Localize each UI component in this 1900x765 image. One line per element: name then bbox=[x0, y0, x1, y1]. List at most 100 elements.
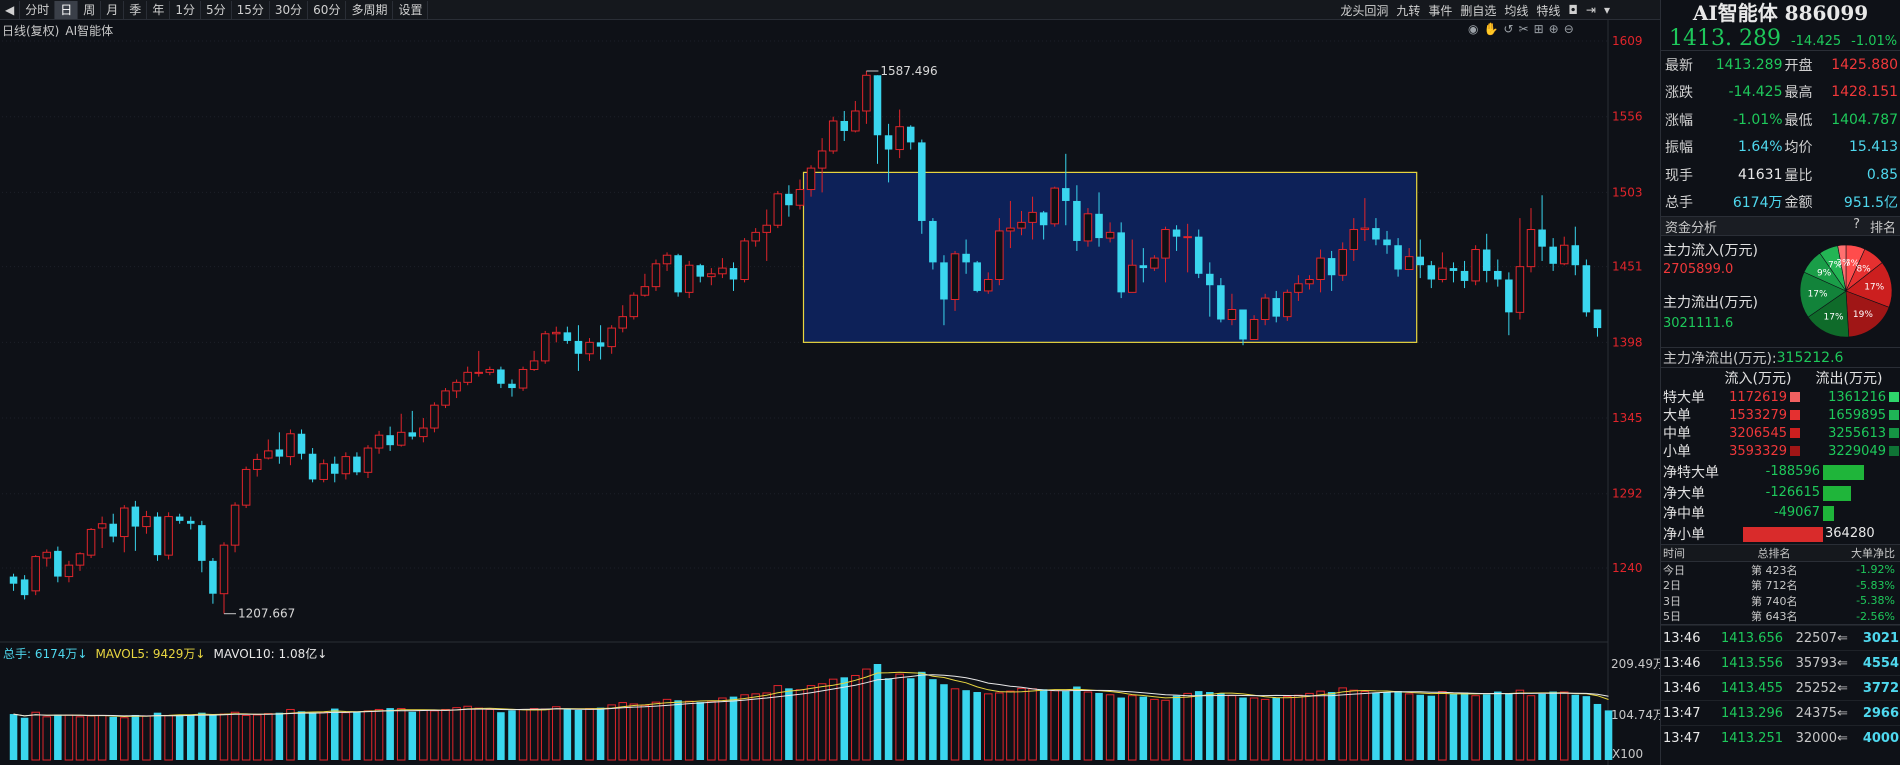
period-tab[interactable]: 周 bbox=[78, 0, 102, 19]
period-tab[interactable]: 1分 bbox=[170, 0, 201, 19]
candle-body bbox=[219, 544, 229, 595]
toolbar-back-icon[interactable]: ◀ bbox=[0, 0, 21, 19]
candle-body bbox=[1593, 309, 1602, 329]
candle bbox=[164, 512, 173, 560]
candle bbox=[474, 350, 484, 377]
candle-body bbox=[54, 550, 62, 577]
volume-bar bbox=[319, 711, 328, 761]
toolbar-tool[interactable]: 删自选 bbox=[1460, 3, 1497, 18]
candle bbox=[1017, 210, 1026, 236]
tick-list[interactable]: 13:46 1413.656 22507 ⇐ 3021 13:46 1413.556 3579… bbox=[1661, 624, 1900, 750]
toolbar-tool[interactable]: 特线 bbox=[1536, 3, 1561, 18]
low-price-label: 1207.667 bbox=[238, 607, 295, 621]
volume-bar bbox=[474, 707, 484, 761]
candle-body bbox=[840, 120, 849, 131]
candle bbox=[230, 502, 240, 553]
candle-body bbox=[1139, 265, 1148, 269]
zoom-in-icon[interactable]: ⊕ bbox=[1548, 22, 1559, 36]
volume-bar bbox=[962, 690, 970, 760]
scissors-icon[interactable]: ✂ bbox=[1518, 22, 1529, 36]
candle-body bbox=[142, 516, 151, 528]
volume-bar bbox=[252, 714, 262, 761]
rank-link[interactable]: 排名 bbox=[1869, 220, 1896, 236]
period-tab[interactable]: 分时 bbox=[20, 0, 56, 19]
help-icon[interactable]: ? bbox=[1853, 216, 1860, 232]
candle bbox=[1582, 259, 1591, 317]
toolbar-tool[interactable]: 龙头回洞 bbox=[1340, 3, 1389, 18]
candle bbox=[552, 326, 561, 343]
period-tab[interactable]: 60分 bbox=[308, 0, 347, 19]
period-tab[interactable]: 多周期 bbox=[346, 0, 394, 19]
candle bbox=[186, 516, 195, 530]
candle-body bbox=[1161, 229, 1170, 259]
period-tab[interactable]: 30分 bbox=[270, 0, 309, 19]
candle-body bbox=[696, 265, 705, 277]
quote-label: 金额 bbox=[1784, 195, 1813, 212]
camera-icon[interactable]: ◘ bbox=[1568, 3, 1578, 17]
eye-icon[interactable]: ◉ bbox=[1468, 22, 1479, 36]
kline-chart[interactable]: 1609 1556 1503 1451 1398 1345 1292 1240 1587.496… bbox=[0, 0, 1660, 765]
candle bbox=[330, 456, 339, 483]
candle bbox=[485, 366, 495, 376]
chart-area[interactable]: 1609 1556 1503 1451 1398 1345 1292 1240 1587.496… bbox=[0, 0, 1660, 765]
volume-bar bbox=[895, 673, 904, 761]
candle bbox=[64, 560, 74, 583]
period-tab[interactable]: 日 bbox=[55, 0, 79, 19]
volume-bar bbox=[275, 712, 284, 760]
candle bbox=[1372, 218, 1380, 246]
volume-bar bbox=[408, 711, 417, 760]
volume-bar bbox=[241, 714, 251, 761]
volume-bar bbox=[884, 678, 893, 760]
rank-position: 第 712名 bbox=[1751, 579, 1798, 593]
period-tab[interactable]: 15分 bbox=[232, 0, 270, 19]
volume-bar bbox=[1006, 690, 1015, 761]
volume-bar bbox=[718, 697, 727, 761]
capital-section-header[interactable]: 资金分析 ? 排名 bbox=[1661, 216, 1900, 236]
table-icon[interactable]: ⊞ bbox=[1533, 22, 1544, 36]
flow-table-head: 流入(万元) 流出(万元) bbox=[1661, 368, 1900, 388]
candle-body bbox=[1183, 236, 1192, 239]
candle bbox=[585, 338, 594, 361]
candle bbox=[153, 512, 162, 561]
undo-icon[interactable]: ↺ bbox=[1503, 22, 1514, 36]
dropdown-icon[interactable]: ▾ bbox=[1603, 3, 1610, 17]
rank-net-ratio: -1.92% bbox=[1856, 563, 1895, 577]
outflow-value: 3021111.6 bbox=[1663, 316, 1734, 331]
volume-bar bbox=[20, 717, 29, 760]
period-tab[interactable]: 月 bbox=[101, 0, 125, 19]
flow-out-value: 3255613 bbox=[1828, 425, 1886, 441]
candle bbox=[75, 552, 85, 571]
volume-bar bbox=[1338, 687, 1347, 761]
pie-slice-label: 17% bbox=[1864, 283, 1884, 293]
period-tab[interactable]: 5分 bbox=[201, 0, 232, 19]
tick-amount: 3772 bbox=[1862, 680, 1899, 696]
flow-out-swatch bbox=[1889, 392, 1899, 402]
toolbar-tool[interactable]: 事件 bbox=[1428, 3, 1453, 18]
net-flow-amount: -49067 bbox=[1773, 505, 1820, 520]
flow-row-name: 特大单 bbox=[1663, 390, 1705, 406]
candle bbox=[341, 452, 351, 480]
volume-bar bbox=[684, 700, 694, 761]
period-tab[interactable]: 年 bbox=[147, 0, 171, 19]
candle-body bbox=[1327, 258, 1336, 276]
share-icon[interactable]: ⇥ bbox=[1585, 3, 1596, 17]
rank-row: 3日 第 740名 -5.38% bbox=[1661, 593, 1900, 609]
flow-in-swatch bbox=[1790, 446, 1800, 456]
volume-bar bbox=[330, 708, 339, 760]
zoom-out-icon[interactable]: ⊖ bbox=[1563, 22, 1574, 36]
toolbar-tool[interactable]: 九转 bbox=[1396, 3, 1421, 18]
candle bbox=[1404, 248, 1414, 271]
candle bbox=[219, 542, 229, 614]
period-tab[interactable]: 设置 bbox=[393, 0, 429, 19]
candle bbox=[198, 520, 206, 573]
volume-bar bbox=[1172, 695, 1181, 760]
candle-body bbox=[1150, 257, 1159, 269]
quote-row: 最新 1413.289 开盘 1425.880 bbox=[1661, 51, 1900, 79]
period-tab[interactable]: 季 bbox=[124, 0, 148, 19]
candle-body bbox=[1206, 273, 1214, 286]
hand-icon[interactable]: ✋ bbox=[1483, 22, 1499, 36]
net-flow-value: 315212.6 bbox=[1776, 349, 1844, 366]
toolbar-tool[interactable]: 均线 bbox=[1504, 3, 1529, 18]
volume-bar bbox=[574, 709, 583, 760]
volume-bar bbox=[1194, 691, 1203, 760]
